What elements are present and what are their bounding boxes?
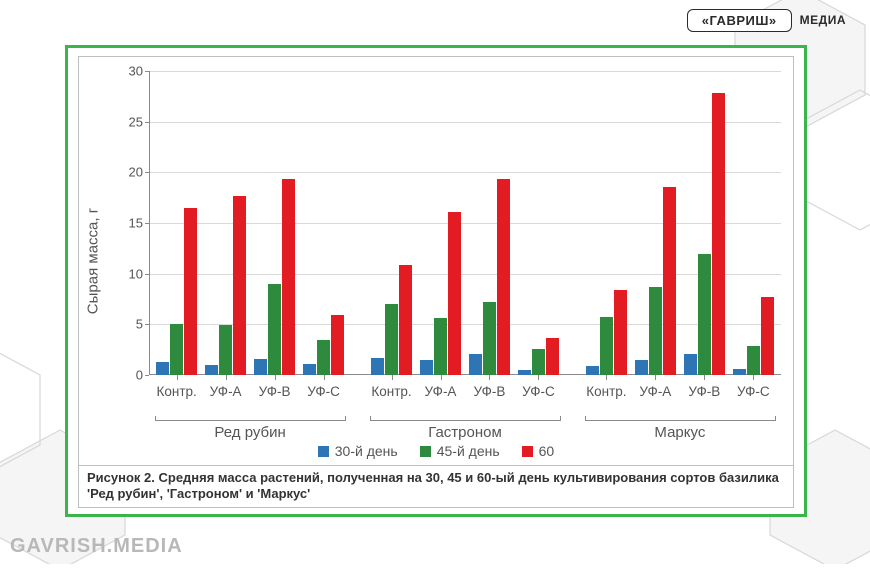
y-tick-label: 25	[129, 114, 143, 129]
bar	[371, 358, 384, 375]
bar	[205, 365, 218, 375]
bar	[317, 340, 330, 375]
y-tick-label: 5	[136, 317, 143, 332]
plot-area: 051015202530Контр.УФ-АУФ-ВУФ-СРед рубинК…	[149, 71, 781, 375]
bar	[747, 346, 760, 375]
header: «ГАВРИШ» МЕДИА	[0, 0, 870, 40]
bar	[184, 208, 197, 375]
brand-sub: МЕДИА	[800, 13, 846, 27]
bar	[469, 354, 482, 375]
bar	[684, 354, 697, 375]
figure-frame: Сырая масса, г 051015202530Контр.УФ-АУФ-…	[65, 45, 807, 517]
legend-item: 60	[522, 443, 555, 459]
bar	[635, 360, 648, 375]
x-category-label: УФ-С	[307, 384, 340, 399]
x-group-label: Маркус	[654, 424, 705, 441]
legend: 30-й день 45-й день 60	[79, 443, 793, 459]
y-tick-label: 10	[129, 266, 143, 281]
x-category-label: Контр.	[586, 384, 626, 399]
bar	[448, 212, 461, 375]
legend-label: 30-й день	[335, 443, 398, 459]
bar	[600, 317, 613, 375]
x-category-label: Контр.	[157, 384, 197, 399]
y-tick-label: 30	[129, 64, 143, 79]
bar	[303, 364, 316, 375]
bar	[483, 302, 496, 375]
bar	[254, 359, 267, 375]
bar	[712, 93, 725, 375]
bar	[698, 254, 711, 375]
bar	[233, 196, 246, 375]
figure-caption: Рисунок 2. Средняя масса растений, получ…	[78, 465, 794, 509]
y-tick-label: 20	[129, 165, 143, 180]
bar	[385, 304, 398, 375]
x-group-label: Гастроном	[428, 424, 502, 441]
x-category-label: УФ-А	[639, 384, 671, 399]
bar	[434, 318, 447, 375]
bar	[546, 338, 559, 375]
bar	[518, 370, 531, 375]
bar	[170, 324, 183, 375]
x-category-label: УФ-В	[474, 384, 506, 399]
bar	[399, 265, 412, 375]
legend-item: 45-й день	[420, 443, 500, 459]
legend-swatch	[420, 446, 431, 457]
legend-swatch	[318, 446, 329, 457]
x-category-label: УФ-А	[425, 384, 457, 399]
bar	[733, 369, 746, 375]
bar	[268, 284, 281, 375]
bar	[532, 349, 545, 375]
x-category-label: УФ-В	[259, 384, 291, 399]
y-axis-label: Сырая масса, г	[85, 208, 102, 314]
legend-label: 45-й день	[437, 443, 500, 459]
bar	[420, 360, 433, 375]
bar	[649, 287, 662, 375]
bar	[497, 179, 510, 375]
brand-pill: «ГАВРИШ»	[687, 9, 792, 32]
chart-panel: Сырая масса, г 051015202530Контр.УФ-АУФ-…	[78, 56, 794, 466]
x-category-label: УФ-В	[688, 384, 720, 399]
bar	[282, 179, 295, 375]
bar	[219, 325, 232, 375]
legend-label: 60	[539, 443, 555, 459]
bar	[761, 297, 774, 375]
legend-swatch	[522, 446, 533, 457]
x-category-label: УФ-А	[210, 384, 242, 399]
watermark: GAVRISH.MEDIA	[10, 535, 183, 558]
x-group-label: Ред рубин	[214, 424, 285, 441]
x-category-label: УФ-С	[522, 384, 555, 399]
x-category-label: УФ-С	[737, 384, 770, 399]
legend-item: 30-й день	[318, 443, 398, 459]
bar	[586, 366, 599, 375]
x-category-label: Контр.	[371, 384, 411, 399]
bar	[156, 362, 169, 375]
y-tick-label: 0	[136, 368, 143, 383]
bar	[331, 315, 344, 375]
bar	[614, 290, 627, 375]
bar	[663, 187, 676, 375]
y-tick-label: 15	[129, 216, 143, 231]
